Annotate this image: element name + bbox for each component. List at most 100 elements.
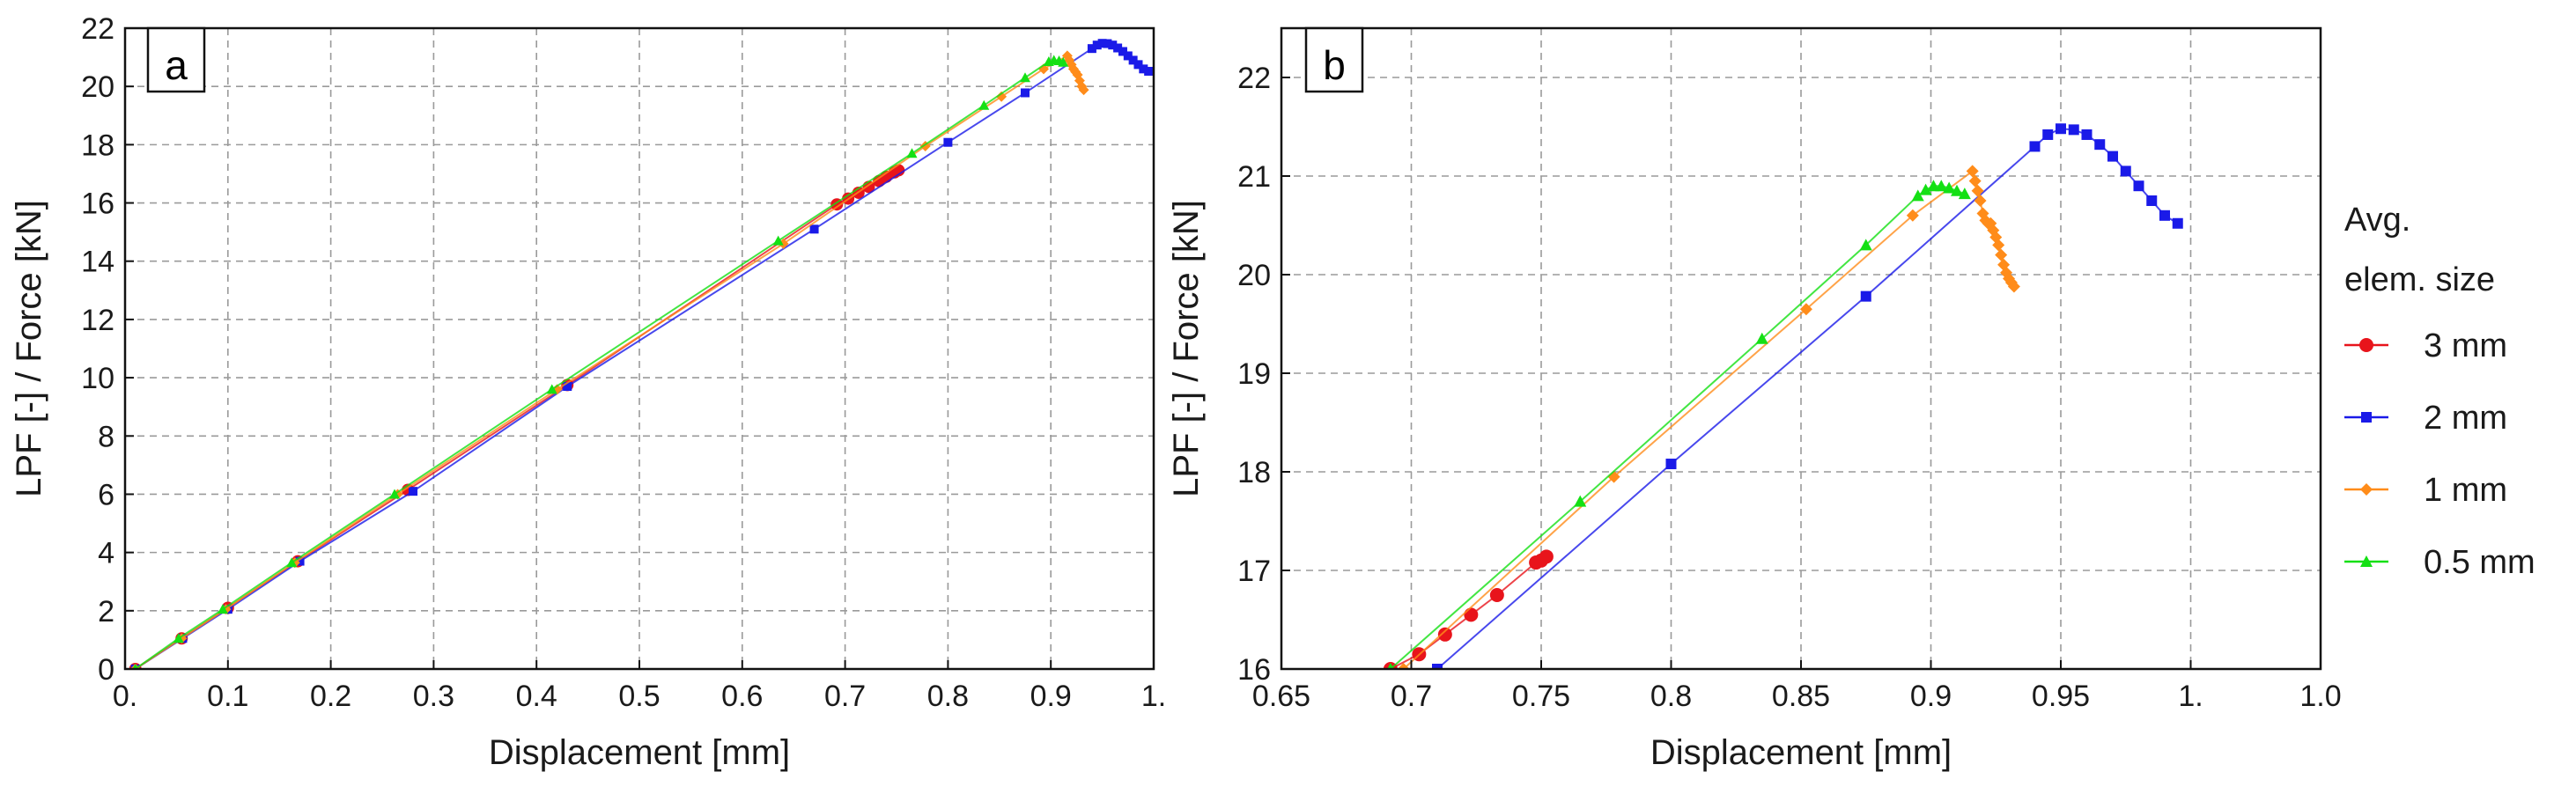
data-point: [1144, 66, 1154, 76]
data-point: [1968, 174, 1982, 187]
y-tick-label: 18: [81, 129, 114, 162]
x-tick-label: 0.: [113, 680, 137, 713]
y-tick-label: 19: [1237, 357, 1271, 391]
x-axis-label: Displacement [mm]: [1650, 733, 1952, 772]
y-tick-label: 20: [81, 70, 114, 104]
series-line-2mm: [1436, 128, 2179, 669]
data-point: [2146, 195, 2158, 206]
data-point: [2107, 151, 2118, 162]
data-point: [1113, 43, 1123, 53]
data-point: [1021, 88, 1030, 98]
data-point: [1574, 495, 1587, 507]
data-point: [546, 384, 557, 394]
data-point: [1097, 39, 1107, 48]
data-point: [1859, 239, 1872, 251]
data-point: [389, 489, 401, 499]
y-tick-label: 6: [98, 478, 114, 511]
y-tick-label: 16: [81, 187, 114, 221]
legend-entry-label: 0.5 mm: [2424, 544, 2535, 581]
series-line-2mm: [135, 42, 1149, 669]
y-axis-label: LPF [-] / Force [kN]: [10, 200, 48, 497]
legend-title-line2: elem. size: [2344, 261, 2495, 298]
y-tick-label: 16: [1237, 653, 1271, 687]
data-point: [1860, 290, 1871, 302]
grid-lines: [1281, 28, 2321, 670]
data-point: [1958, 187, 1971, 200]
y-tick-label: 12: [81, 304, 114, 337]
legend-entry-label: 3 mm: [2424, 327, 2507, 364]
data-point: [809, 224, 819, 234]
data-point: [1951, 184, 1963, 196]
panel-b: 0.65 0.7 0.75 0.8 0.85 0.9 0.95 1. 1.0 16 17 18 19 20…: [1167, 26, 2342, 772]
panel-tag-label: a: [165, 42, 188, 88]
data-point: [1108, 40, 1118, 50]
data-point: [1020, 72, 1030, 83]
data-point: [2068, 124, 2079, 136]
series-line-05mm: [1390, 185, 1966, 669]
data-point: [1755, 332, 1768, 344]
data-point: [1078, 85, 1089, 96]
y-tick-label: 2: [98, 595, 114, 629]
data-point: [1971, 184, 1984, 197]
y-tick-label: 8: [98, 420, 114, 453]
data-point: [1058, 56, 1069, 67]
x-tick-label: 1.: [1141, 680, 1166, 713]
x-tick-label: 0.75: [1512, 680, 1570, 713]
data-point: [2172, 217, 2183, 229]
series-group: [129, 39, 1154, 669]
data-point: [409, 487, 418, 496]
data-point: [906, 148, 918, 158]
x-tick-label: 1.0: [2299, 680, 2341, 713]
data-point: [2042, 129, 2054, 140]
x-tick-label: 0.8: [1650, 680, 1692, 713]
panel-tag-box: [146, 26, 206, 93]
data-point: [1665, 459, 1677, 470]
data-point: [1919, 183, 1932, 195]
legend-entry-label: 1 mm: [2424, 472, 2507, 509]
panel-tag-box: [1304, 26, 1364, 93]
x-tick-label: 0.1: [207, 680, 248, 713]
x-tick-label: 0.9: [1030, 680, 1072, 713]
data-point: [295, 556, 305, 566]
x-tick-label: 0.4: [516, 680, 557, 713]
data-point: [1092, 40, 1102, 50]
x-tick-label: 0.5: [618, 680, 660, 713]
data-point: [1984, 217, 1997, 230]
data-point: [1432, 664, 1443, 669]
y-tick-label: 20: [1237, 259, 1271, 292]
data-point: [2029, 141, 2041, 152]
data-point: [1927, 180, 1940, 192]
y-tick-label: 10: [81, 362, 114, 395]
data-point: [1799, 303, 1812, 316]
x-tick-label: 0.7: [824, 680, 866, 713]
data-point: [1911, 189, 1924, 202]
data-point: [1935, 180, 1948, 192]
data-point: [978, 99, 990, 110]
data-point: [1539, 549, 1554, 564]
y-tick-label: 17: [1237, 555, 1271, 588]
y-tick-label: 21: [1237, 160, 1271, 194]
legend-swatch-marker: [2360, 555, 2373, 567]
legend-title-line1: Avg.: [2344, 202, 2410, 239]
data-point: [1464, 607, 1479, 622]
legend-entry-label: 2 mm: [2424, 400, 2507, 437]
data-point: [1489, 588, 1504, 602]
x-tick-label: 0.7: [1391, 680, 1432, 713]
data-point: [1139, 64, 1148, 74]
y-tick-label: 0: [98, 653, 114, 687]
data-point: [2120, 165, 2131, 177]
data-point: [1437, 627, 1452, 642]
data-point: [1995, 248, 2008, 261]
data-point: [286, 557, 298, 568]
data-point: [1906, 209, 1919, 222]
data-point: [1974, 195, 1987, 207]
x-tick-label: 0.95: [2032, 680, 2090, 713]
legend: Avg. elem. size 3 mm 2 mm 1 mm 0.5 mm: [2344, 202, 2535, 581]
data-point: [943, 137, 953, 147]
data-point: [132, 664, 138, 669]
legend-swatch-marker: [2361, 412, 2372, 423]
panel-tag-label: b: [1323, 42, 1346, 88]
data-point: [2133, 180, 2144, 192]
legend-swatch-marker: [2360, 483, 2373, 496]
data-point: [2094, 139, 2106, 151]
